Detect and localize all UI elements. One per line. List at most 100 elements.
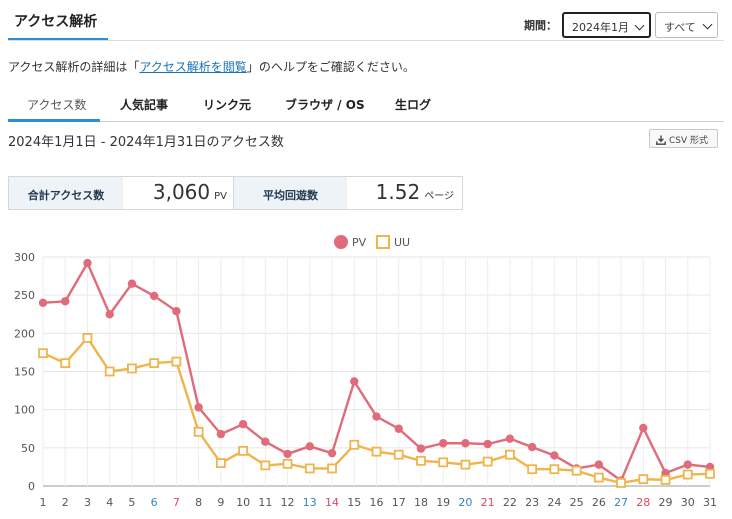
pv-point (38, 298, 48, 307)
period-label: 期間： (524, 19, 557, 32)
uu-point (482, 456, 493, 467)
x-tick-label: 27 (614, 496, 628, 509)
x-tick-label: 31 (703, 496, 717, 509)
uu-point (127, 363, 137, 374)
x-tick-label: 2 (62, 496, 69, 509)
uu-point (349, 439, 360, 450)
x-tick-label: 14 (325, 496, 339, 509)
x-tick-label: 6 (151, 496, 158, 509)
x-tick-label: 30 (681, 496, 695, 509)
uu-point (593, 472, 604, 483)
tab-raw-log[interactable]: 生ログ (395, 98, 432, 112)
page-header: アクセス解析 期間： 2024年1月 すべて (0, 0, 732, 42)
x-tick-label: 29 (659, 496, 673, 509)
uu-point (82, 333, 93, 343)
y-tick-label: 150 (14, 366, 35, 379)
total-access-label: 合計アクセス数 (9, 177, 123, 209)
uu-point (549, 464, 560, 475)
x-tick-label: 1 (40, 496, 47, 509)
x-tick-label: 16 (370, 496, 384, 509)
pv-point (594, 460, 604, 469)
y-tick-label: 0 (28, 480, 35, 493)
download-icon (656, 135, 666, 145)
uu-point (260, 460, 271, 471)
x-tick-label: 23 (525, 496, 539, 509)
uu-point (304, 463, 315, 474)
filter-select-value: すべて (664, 21, 696, 34)
pv-point (372, 412, 381, 421)
tab-browser-os[interactable]: ブラウザ / OS (285, 98, 365, 112)
y-tick-label: 250 (14, 289, 35, 302)
page-title: アクセス解析 (14, 14, 98, 30)
y-tick-label: 100 (14, 404, 35, 417)
avg-pages-value: 1.52 ページ (375, 180, 454, 204)
x-tick-label: 12 (281, 496, 295, 509)
tab-popular-articles[interactable]: 人気記事 (120, 98, 169, 112)
uu-point (393, 449, 404, 460)
period-select-value: 2024年1月 (572, 21, 629, 34)
stats-summary: 合計アクセス数 3,060 PV 平均回遊数 1.52 ページ (8, 176, 463, 210)
pv-point (127, 279, 137, 288)
pv-point (83, 258, 92, 268)
filter-select[interactable]: すべて (655, 12, 718, 38)
tab-bar: アクセス数 人気記事 リンク元 ブラウザ / OS 生ログ (8, 90, 724, 122)
pv-point (505, 434, 515, 443)
pv-point (483, 439, 492, 449)
legend-uu-label: UU (394, 236, 410, 249)
help-link[interactable]: アクセス解析を閲覧 (139, 60, 247, 74)
uu-point (416, 455, 426, 466)
uu-point (38, 348, 48, 359)
pv-point (172, 306, 181, 316)
stats-divider (233, 177, 234, 209)
legend-pv-marker (334, 235, 348, 249)
legend-uu-marker (376, 235, 390, 249)
x-tick-label: 10 (236, 496, 250, 509)
pv-point (683, 460, 692, 469)
x-tick-label: 5 (128, 496, 135, 509)
pv-point (283, 449, 292, 459)
csv-export-button[interactable]: CSV 形式 (649, 129, 718, 148)
uu-point (215, 458, 226, 469)
pv-point (327, 448, 337, 458)
x-tick-label: 25 (570, 496, 584, 509)
x-tick-label: 19 (436, 496, 450, 509)
pv-point (305, 442, 314, 451)
uu-point (60, 358, 71, 369)
x-tick-label: 17 (392, 496, 406, 509)
uu-point (193, 426, 204, 437)
uu-point (616, 478, 626, 488)
x-tick-label: 22 (503, 496, 517, 509)
pv-point (439, 439, 448, 448)
active-tab-indicator (8, 119, 100, 122)
tab-access-count[interactable]: アクセス数 (27, 98, 87, 112)
x-tick-label: 24 (547, 496, 561, 509)
chevron-down-icon (634, 20, 645, 31)
pv-point (394, 424, 403, 433)
y-tick-label: 200 (14, 327, 35, 340)
pv-point (461, 439, 470, 448)
pv-point (261, 437, 270, 446)
x-tick-label: 4 (106, 496, 113, 509)
uu-point (682, 469, 693, 480)
x-tick-label: 11 (258, 496, 272, 509)
uu-point (327, 463, 337, 474)
x-tick-label: 15 (347, 496, 361, 509)
pv-point (61, 297, 70, 306)
pv-point (194, 403, 203, 412)
uu-point (171, 356, 182, 367)
uu-point (504, 449, 515, 460)
title-underline (8, 38, 108, 40)
x-tick-label: 3 (84, 496, 91, 509)
uu-point (660, 474, 671, 485)
uu-point (571, 465, 582, 476)
pv-point (527, 442, 537, 452)
x-tick-label: 8 (195, 496, 202, 509)
period-select[interactable]: 2024年1月 (562, 12, 651, 38)
tab-referrers[interactable]: リンク元 (203, 98, 252, 112)
x-tick-label: 13 (303, 496, 317, 509)
y-tick-label: 50 (21, 442, 35, 455)
x-tick-label: 7 (173, 496, 180, 509)
date-range-heading: 2024年1月1日 - 2024年1月31日のアクセス数 (8, 135, 284, 150)
avg-pages-label: 平均回遊数 (234, 177, 347, 209)
